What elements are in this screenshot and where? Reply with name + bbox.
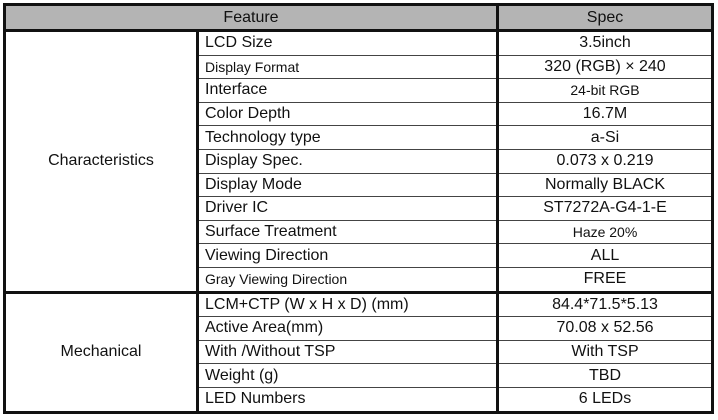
spec-cell: a-Si (496, 125, 713, 150)
feature-cell: Interface (197, 78, 498, 103)
feature-cell: Viewing Direction (197, 243, 498, 268)
spec-cell: FREE (496, 266, 713, 294)
feature-cell: Weight (g) (197, 363, 498, 388)
spec-cell: 16.7M (496, 101, 713, 127)
spec-cell: 0.073 x 0.219 (496, 148, 713, 174)
table-row: Active Area(mm) 70.08 x 52.56 (5, 316, 713, 341)
table-row: Viewing Direction ALL (5, 243, 713, 268)
spec-cell: TBD (496, 363, 713, 388)
spec-cell: Normally BLACK (496, 172, 713, 198)
table-row: With /Without TSP With TSP (5, 339, 713, 365)
feature-cell: Driver IC (197, 196, 498, 221)
table-row: Surface Treatment Haze 20% (5, 219, 713, 245)
spec-cell: 3.5inch (496, 30, 713, 56)
group-label: Characteristics (4, 30, 199, 294)
feature-cell: Surface Treatment (197, 219, 498, 245)
spec-cell: 6 LEDs (496, 386, 713, 414)
group-label: Mechanical (4, 291, 199, 414)
table-row: Display Spec. 0.073 x 0.219 (5, 148, 713, 174)
table-row: Interface 24-bit RGB (5, 78, 713, 103)
feature-cell: With /Without TSP (197, 339, 498, 365)
feature-cell: Display Mode (197, 172, 498, 198)
feature-cell: Color Depth (197, 101, 498, 127)
feature-cell: LED Numbers (197, 386, 498, 414)
spec-cell: ST7272A-G4-1-E (496, 196, 713, 221)
table-row: Display Format 320 (RGB) × 240 (5, 54, 713, 80)
spec-table: Feature Spec Characteristics LCD Size 3.5i… (3, 3, 714, 414)
feature-cell: Gray Viewing Direction (197, 266, 498, 294)
feature-cell: Technology type (197, 125, 498, 150)
table-row: Display Mode Normally BLACK (5, 172, 713, 198)
table-row: Mechanical LCM+CTP (W x H x D) (mm) 84.4*7… (4, 291, 713, 414)
spec-cell: 84.4*71.5*5.13 (496, 291, 713, 318)
table-row: Gray Viewing Direction FREE (5, 266, 713, 294)
spec-header: Spec (496, 4, 713, 32)
table-row: Weight (g) TBD (5, 363, 713, 388)
feature-cell: LCD Size (197, 30, 498, 56)
spec-cell: Haze 20% (496, 219, 713, 245)
feature-cell: Display Spec. (197, 148, 498, 174)
table-row: Technology type a-Si (5, 125, 713, 150)
header-row: Feature Spec (4, 4, 713, 32)
feature-header: Feature (4, 4, 498, 32)
spec-cell: ALL (496, 243, 713, 268)
table-row: LED Numbers 6 LEDs (5, 386, 713, 414)
spec-cell: 24-bit RGB (496, 78, 713, 103)
feature-cell: Display Format (197, 54, 498, 80)
table-row: Driver IC ST7272A-G4-1-E (5, 196, 713, 221)
feature-cell: Active Area(mm) (197, 316, 498, 341)
spec-cell: 320 (RGB) × 240 (496, 54, 713, 80)
feature-cell: LCM+CTP (W x H x D) (mm) (197, 291, 498, 318)
spec-cell: With TSP (496, 339, 713, 365)
spec-cell: 70.08 x 52.56 (496, 316, 713, 341)
table-row: Characteristics LCD Size 3.5inch (4, 30, 713, 294)
table-row: Color Depth 16.7M (5, 101, 713, 127)
